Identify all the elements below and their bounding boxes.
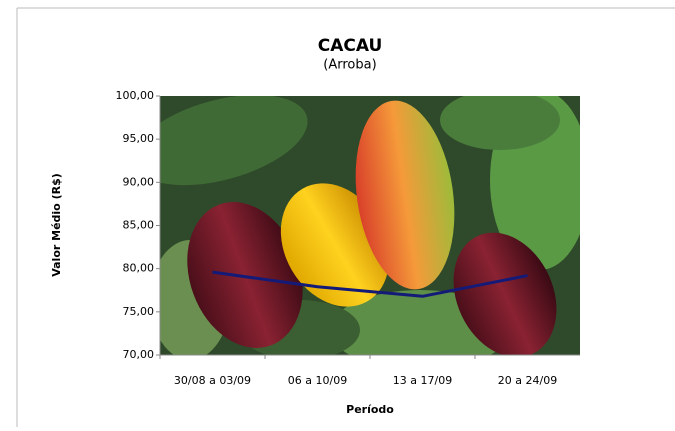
y-tick-label: 85,00: [123, 219, 155, 232]
y-tick-label: 80,00: [123, 262, 155, 275]
x-tick-label: 30/08 a 03/09: [174, 374, 251, 387]
x-tick-label: 13 a 17/09: [393, 374, 452, 387]
x-axis-label: Período: [346, 403, 394, 416]
x-tick-label: 20 a 24/09: [498, 374, 557, 387]
y-tick-label: 90,00: [123, 175, 155, 188]
background-photo: [160, 96, 580, 355]
y-tick-label: 100,00: [116, 89, 155, 102]
y-tick-label: 95,00: [123, 132, 155, 145]
x-tick-label: 06 a 10/09: [288, 374, 347, 387]
y-tick-label: 75,00: [123, 305, 155, 318]
y-axis-label: Valor Médio (R$): [50, 173, 63, 277]
y-tick-label: 70,00: [123, 348, 155, 361]
chart-title: CACAU: [318, 36, 383, 56]
chart-subtitle: (Arroba): [323, 58, 376, 73]
data-line: [212, 270, 528, 298]
